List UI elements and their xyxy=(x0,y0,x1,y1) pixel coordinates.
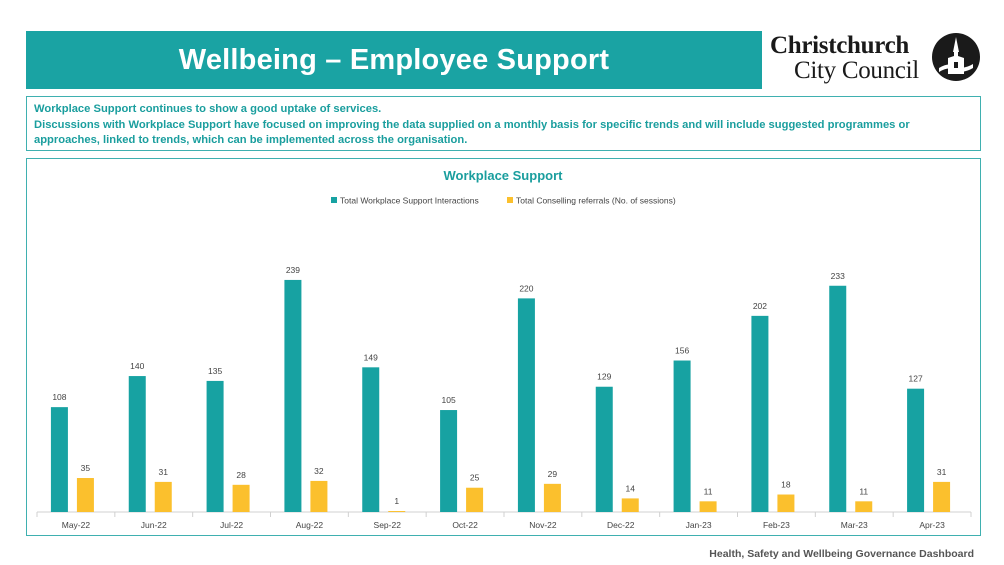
interactions-bar-May-22 xyxy=(50,407,68,512)
legend-label-1: Total Workplace Support Interactions xyxy=(340,196,479,206)
summary-notes: Workplace Support continues to show a go… xyxy=(26,96,981,151)
interactions-label-Mar-23: 233 xyxy=(831,271,845,281)
x-tick-label-Dec-22: Dec-22 xyxy=(607,520,635,530)
referrals-label-Feb-23: 18 xyxy=(781,480,791,490)
x-tick-label-Sep-22: Sep-22 xyxy=(374,520,402,530)
referrals-bar-May-22 xyxy=(76,478,94,512)
interactions-bar-Apr-23 xyxy=(907,388,925,512)
interactions-label-Jan-23: 156 xyxy=(675,346,689,356)
referrals-bar-Apr-23 xyxy=(933,481,951,512)
interactions-label-May-22: 108 xyxy=(52,392,66,402)
chart-canvas: Workplace Support Total Workplace Support… xyxy=(36,168,972,530)
note-line-2: Discussions with Workplace Support have … xyxy=(34,118,910,147)
interactions-label-Sep-22: 149 xyxy=(364,352,378,362)
referrals-bar-Jun-22 xyxy=(154,481,172,512)
interactions-label-Jul-22: 135 xyxy=(208,366,222,376)
referrals-label-Jul-22: 28 xyxy=(236,470,246,480)
referrals-bar-Jul-22 xyxy=(232,484,250,512)
footer-caption: Health, Safety and Wellbeing Governance … xyxy=(709,548,974,560)
interactions-bar-Jul-22 xyxy=(206,380,224,512)
logo-text-line2: City Council xyxy=(794,57,919,84)
referrals-bar-Nov-22 xyxy=(543,483,561,512)
interactions-label-Dec-22: 129 xyxy=(597,372,611,382)
interactions-bar-Jan-23 xyxy=(673,360,691,512)
referrals-bar-Dec-22 xyxy=(621,498,639,512)
referrals-bar-Mar-23 xyxy=(855,501,873,512)
note-line-1: Workplace Support continues to show a go… xyxy=(34,103,382,115)
title-banner: Wellbeing – Employee Support xyxy=(26,31,762,89)
interactions-label-Oct-22: 105 xyxy=(441,395,455,405)
x-tick-label-Apr-23: Apr-23 xyxy=(919,520,945,530)
referrals-label-Aug-22: 32 xyxy=(314,466,324,476)
x-tick-label-Aug-22: Aug-22 xyxy=(296,520,324,530)
page-title: Wellbeing – Employee Support xyxy=(178,43,610,76)
referrals-bar-Sep-22 xyxy=(388,511,406,512)
interactions-bar-Jun-22 xyxy=(128,376,146,512)
x-tick-label-Jan-23: Jan-23 xyxy=(686,520,712,530)
interactions-bar-Aug-22 xyxy=(284,279,302,512)
legend-swatch-2 xyxy=(507,197,513,203)
interactions-bar-Oct-22 xyxy=(440,410,458,512)
legend-swatch-1 xyxy=(331,197,337,203)
interactions-label-Jun-22: 140 xyxy=(130,361,144,371)
x-tick-label-May-22: May-22 xyxy=(62,520,91,530)
referrals-label-Mar-23: 11 xyxy=(859,486,868,496)
referrals-label-May-22: 35 xyxy=(81,463,91,473)
interactions-label-Nov-22: 220 xyxy=(519,283,533,293)
x-tick-label-Jul-22: Jul-22 xyxy=(220,520,243,530)
interactions-label-Aug-22: 239 xyxy=(286,265,300,275)
x-tick-label-Jun-22: Jun-22 xyxy=(141,520,167,530)
interactions-bar-Mar-23 xyxy=(829,285,847,512)
referrals-label-Sep-22: 1 xyxy=(394,496,399,506)
logo-text-line1: Christchurch xyxy=(770,32,910,59)
council-logo: Christchurch City Council xyxy=(768,30,988,86)
referrals-label-Dec-22: 14 xyxy=(626,483,636,493)
referrals-bar-Jan-23 xyxy=(699,501,717,512)
referrals-label-Jan-23: 11 xyxy=(704,486,713,496)
referrals-label-Apr-23: 31 xyxy=(937,467,947,477)
interactions-bar-Sep-22 xyxy=(362,367,380,512)
referrals-bar-Feb-23 xyxy=(777,494,795,512)
x-tick-label-Feb-23: Feb-23 xyxy=(763,520,790,530)
interactions-label-Feb-23: 202 xyxy=(753,301,767,311)
chart-title: Workplace Support xyxy=(444,168,564,183)
interactions-bar-Dec-22 xyxy=(595,386,613,512)
interactions-bar-Feb-23 xyxy=(751,315,769,512)
referrals-label-Nov-22: 29 xyxy=(548,469,558,479)
interactions-label-Apr-23: 127 xyxy=(908,374,922,384)
x-tick-label-Nov-22: Nov-22 xyxy=(529,520,557,530)
referrals-bar-Aug-22 xyxy=(310,480,328,512)
referrals-label-Jun-22: 31 xyxy=(159,467,169,477)
legend-label-2: Total Conselling referrals (No. of sessi… xyxy=(516,196,676,206)
x-tick-label-Mar-23: Mar-23 xyxy=(841,520,868,530)
cathedral-emblem-icon xyxy=(932,33,980,81)
referrals-bar-Oct-22 xyxy=(466,487,484,512)
referrals-label-Oct-22: 25 xyxy=(470,473,480,483)
interactions-bar-Nov-22 xyxy=(517,298,535,512)
workplace-support-chart: Workplace Support Total Workplace Support… xyxy=(26,158,981,536)
x-tick-label-Oct-22: Oct-22 xyxy=(452,520,478,530)
